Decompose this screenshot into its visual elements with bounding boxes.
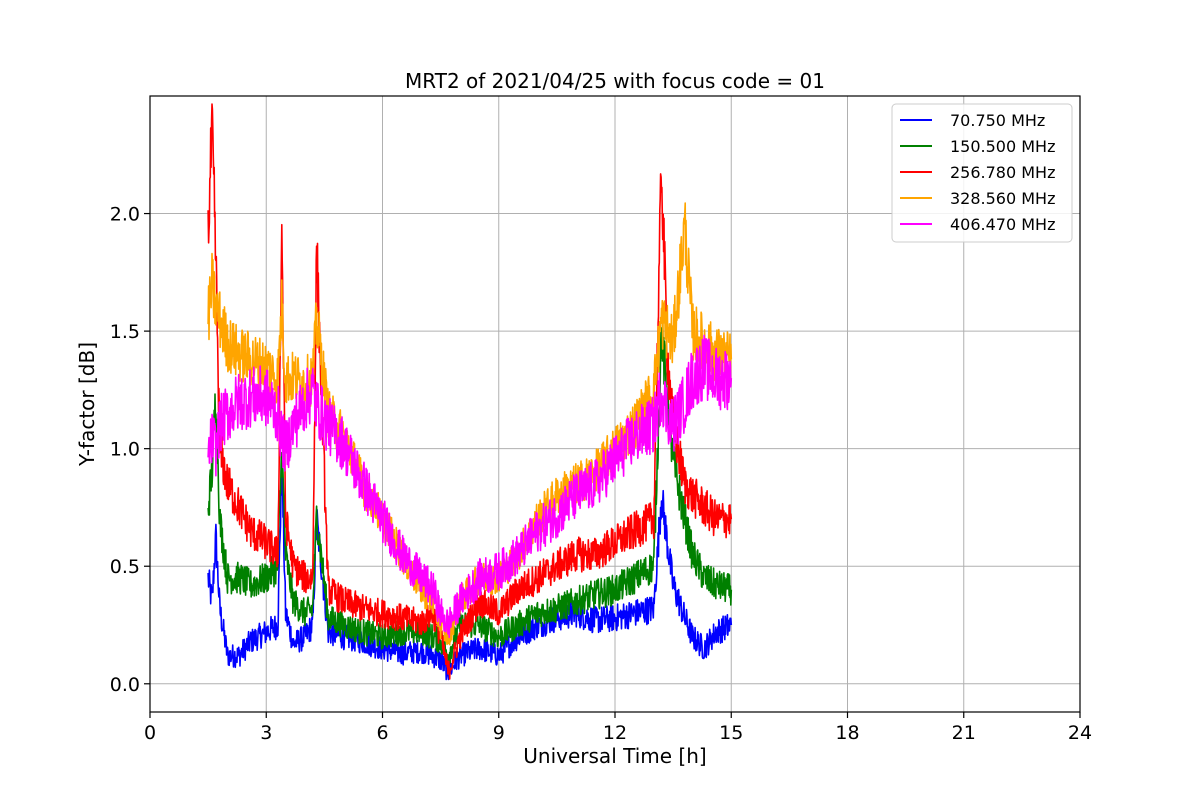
x-tick-label: 15	[719, 722, 743, 744]
x-tick-label: 12	[603, 722, 627, 744]
x-tick-label: 24	[1068, 722, 1092, 744]
y-tick-label: 0.5	[110, 556, 140, 578]
x-tick-label: 21	[952, 722, 976, 744]
y-tick-label: 2.0	[110, 204, 140, 226]
legend: 70.750 MHz 150.500 MHz 256.780 MHz 328.560 …	[891, 103, 1073, 243]
series-line-0	[207, 459, 733, 681]
y-tick-label: 0.0	[110, 674, 140, 696]
legend-entry-label: 150.500 MHz	[950, 137, 1055, 156]
series-group	[207, 103, 733, 681]
y-axis-label: Y-factor [dB]	[75, 342, 99, 467]
chart-title: MRT2 of 2021/04/25 with focus code = 01	[405, 69, 825, 93]
x-tick-label: 0	[144, 722, 156, 744]
x-axis-label: Universal Time [h]	[523, 744, 706, 768]
legend-box	[891, 103, 1073, 243]
legend-entry-label: 406.470 MHz	[950, 215, 1055, 234]
y-tick-label: 1.0	[110, 439, 140, 461]
ticks: 0 3 6 9 12 15 18 21 24 0.0 0.5 1.0 1.5 2.0	[110, 204, 1092, 744]
series-line-4	[207, 334, 733, 639]
y-tick-label: 1.5	[110, 321, 140, 343]
legend-entry-label: 328.560 MHz	[950, 189, 1055, 208]
legend-entry-label: 70.750 MHz	[950, 111, 1045, 130]
x-tick-label: 3	[260, 722, 272, 744]
legend-entry-label: 256.780 MHz	[950, 163, 1055, 182]
x-tick-label: 18	[835, 722, 859, 744]
x-tick-label: 9	[493, 722, 505, 744]
series-line-2	[207, 103, 733, 680]
x-tick-label: 6	[376, 722, 388, 744]
